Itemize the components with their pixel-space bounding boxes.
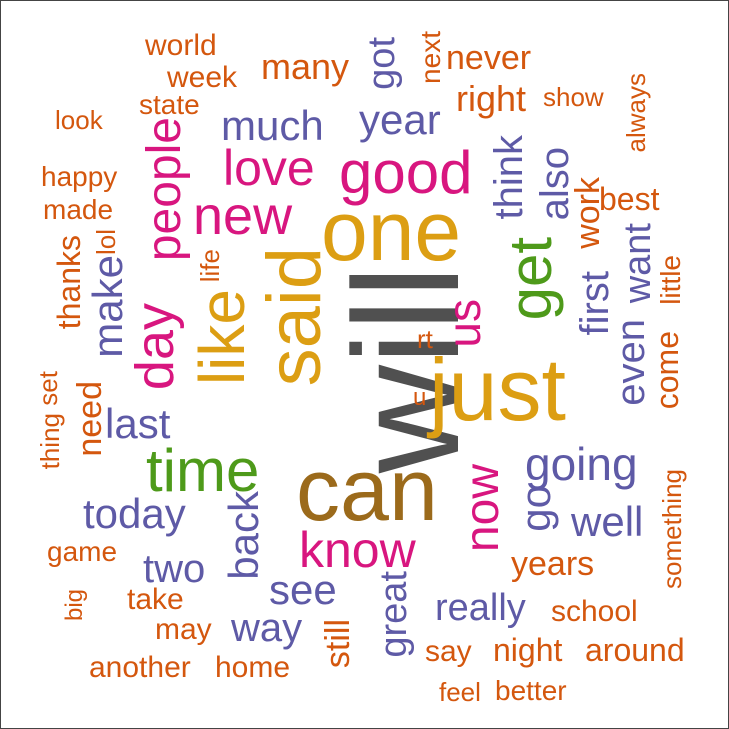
word-think: think: [487, 135, 531, 220]
word-something: something: [657, 469, 687, 589]
word-may: may: [155, 613, 212, 646]
word-night: night: [493, 632, 563, 668]
word-week: week: [167, 61, 238, 94]
word-little: little: [655, 255, 686, 305]
word-can: can: [296, 440, 438, 539]
word-look: look: [55, 105, 103, 135]
word-feel: feel: [439, 677, 481, 707]
word-last: last: [105, 400, 171, 447]
word-way: way: [231, 606, 303, 650]
word-like: like: [186, 289, 258, 386]
word-big: big: [61, 589, 88, 622]
word-thing: thing: [35, 413, 65, 470]
word-well: well: [571, 498, 644, 545]
word-right: right: [456, 78, 527, 119]
word-another: another: [89, 651, 191, 684]
word-rt: rt: [417, 324, 433, 354]
word-two: two: [143, 547, 206, 591]
word-today: today: [83, 490, 186, 537]
word-still: still: [319, 619, 357, 669]
word-go: go: [512, 485, 559, 532]
word-love: love: [223, 140, 315, 196]
word-one: one: [321, 184, 462, 278]
word-back: back: [220, 491, 267, 580]
word-really: really: [435, 587, 526, 629]
word-got: got: [361, 37, 403, 90]
word-know: know: [299, 522, 416, 578]
word-get: get: [497, 237, 564, 321]
word-around: around: [585, 632, 685, 668]
word-now: now: [456, 464, 509, 553]
word-show: show: [543, 82, 604, 112]
word-just: just: [429, 340, 566, 439]
word-people: people: [138, 117, 191, 262]
word-made: made: [43, 194, 114, 225]
word-state: state: [139, 89, 200, 120]
word-best: best: [599, 181, 660, 217]
word-make: make: [84, 255, 131, 358]
word-happy: happy: [41, 161, 118, 192]
word-life: life: [195, 249, 225, 283]
word-many: many: [261, 46, 350, 87]
word-game: game: [47, 536, 118, 567]
word-good: good: [339, 139, 473, 206]
word-better: better: [495, 675, 567, 706]
word-set: set: [33, 371, 63, 406]
word-much: much: [221, 102, 324, 149]
word-going: going: [525, 438, 638, 490]
word-new: new: [193, 186, 293, 246]
word-never: never: [446, 39, 532, 77]
word-us: us: [438, 299, 490, 348]
word-even: even: [609, 319, 653, 406]
word-lol: lol: [91, 229, 121, 256]
word-need: need: [71, 381, 109, 457]
word-take: take: [127, 583, 184, 616]
word-u: u: [413, 384, 427, 411]
word-always: always: [621, 73, 651, 153]
word-great: great: [373, 571, 415, 658]
word-want: want: [617, 223, 659, 304]
word-school: school: [551, 595, 638, 628]
word-see: see: [269, 566, 337, 613]
word-thanks: thanks: [51, 235, 87, 330]
word-come: come: [649, 331, 685, 410]
word-world: world: [145, 29, 217, 62]
word-years: years: [511, 545, 595, 583]
word-day: day: [125, 303, 185, 391]
word-home: home: [215, 651, 291, 684]
word-say: say: [425, 635, 472, 668]
word-next: next: [415, 31, 446, 84]
word-year: year: [359, 96, 441, 143]
word-time: time: [146, 437, 260, 504]
